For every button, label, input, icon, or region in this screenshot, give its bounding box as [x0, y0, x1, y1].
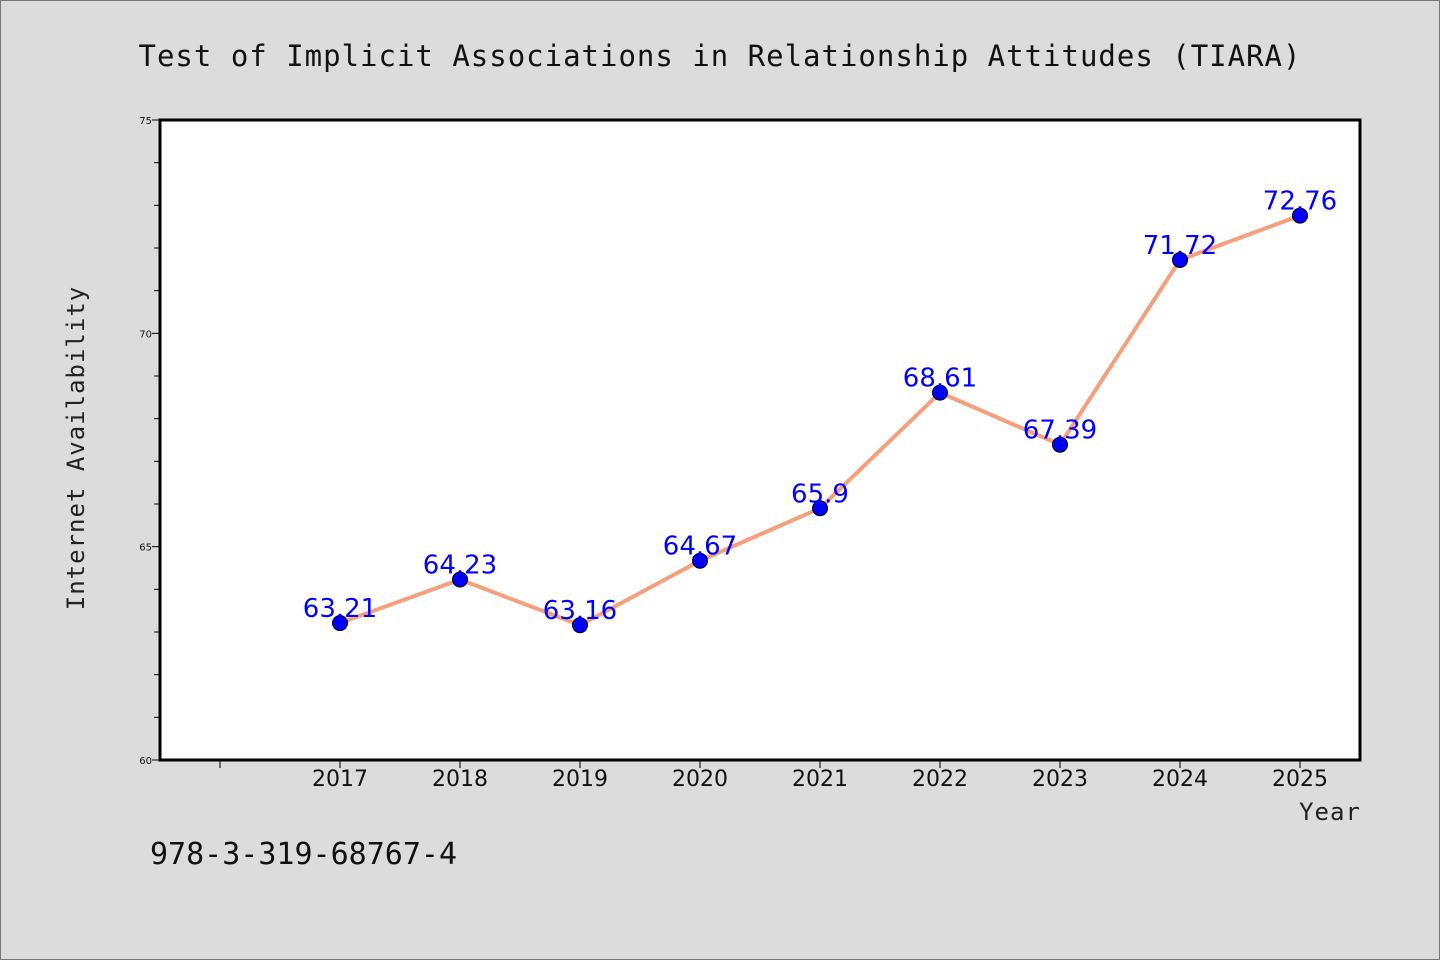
x-axis-ticks: 2017 2018 2019 2020 2021 2022 2023 2024 2025: [219, 760, 1328, 792]
y-axis-label: Internet Availability: [62, 286, 90, 610]
data-labels: 63.21 64.23 63.16 64.67 65.9 68.61 67.39 71.72 7…: [303, 187, 1337, 627]
footnote-isbn: 978-3-319-68767-4: [150, 837, 457, 872]
data-point-label: 67.39: [1023, 416, 1097, 446]
data-point-marker: [1292, 207, 1308, 224]
plot-frame: [158, 118, 1362, 762]
data-point-label: 68.61: [903, 364, 977, 394]
x-tick-label: 2023: [1032, 767, 1088, 792]
x-tick-label: 2024: [1152, 767, 1208, 792]
y-tick-label: 75: [139, 116, 152, 127]
x-tick-label: 2020: [672, 767, 728, 792]
y-tick-label: 70: [139, 329, 152, 340]
x-tick-label: 2021: [792, 767, 848, 792]
chart-title: Test of Implicit Associations in Relatio…: [139, 39, 1302, 73]
x-tick-label: 2017: [312, 767, 368, 792]
series-markers: [332, 207, 1308, 634]
plot-area: [160, 120, 1360, 760]
data-point-marker: [812, 500, 828, 517]
data-point-label: 63.16: [543, 596, 617, 626]
x-tick-label: 2019: [552, 767, 608, 792]
x-axis-label: Year: [1299, 798, 1361, 826]
data-point-label: 65.9: [791, 479, 849, 509]
x-tick-label: 2018: [432, 767, 488, 792]
data-point-label: 72.76: [1263, 187, 1337, 217]
data-point-marker: [932, 384, 948, 401]
y-axis-ticks: 60 65 70 75: [139, 116, 160, 767]
data-point-marker: [1052, 436, 1068, 453]
data-point-marker: [572, 617, 588, 634]
data-point-marker: [1172, 251, 1188, 268]
data-point-label: 64.67: [663, 532, 737, 562]
x-tick-label: 2025: [1272, 767, 1328, 792]
data-point-label: 63.21: [303, 594, 377, 624]
y-tick-label: 60: [139, 756, 152, 767]
data-point-marker: [692, 552, 708, 569]
data-point-marker: [332, 615, 348, 632]
y-tick-label: 65: [139, 543, 152, 554]
x-tick-label: 2022: [912, 767, 968, 792]
data-point-label: 64.23: [423, 551, 497, 581]
data-point-marker: [452, 571, 468, 588]
data-point-label: 71.72: [1143, 231, 1217, 261]
